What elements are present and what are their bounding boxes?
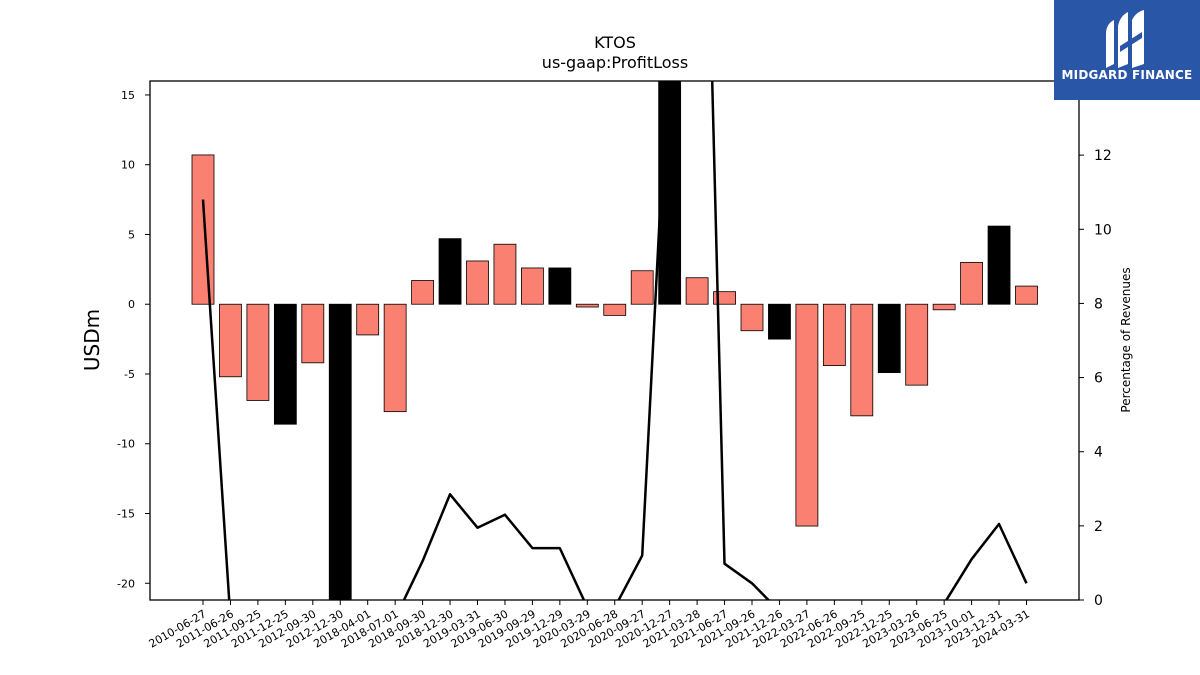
- bar-2022-12-25: [877, 303, 901, 373]
- bar-2024-03-31: [1015, 285, 1038, 305]
- y2-tick-label: 12: [1094, 148, 1112, 164]
- bar-2021-03-28: [685, 277, 709, 305]
- y2-tick-label: 8: [1094, 296, 1103, 312]
- bar-2019-12-29: [548, 267, 572, 305]
- bar-2023-06-25: [932, 303, 956, 311]
- y-left-axis: 15 10 5 0 -5 -10 -15 -20: [117, 89, 150, 590]
- y-tick-label: -10: [117, 438, 135, 451]
- bar-2019-06-30: [493, 243, 517, 305]
- midgard-logo-icon: [1106, 10, 1144, 68]
- bar-2023-10-01: [960, 261, 983, 305]
- bar-2021-09-26: [740, 303, 764, 332]
- y-tick-label: 5: [128, 228, 135, 241]
- logo-text: MIDGARD FINANCE: [1061, 68, 1193, 82]
- bar-2019-09-29: [521, 267, 544, 305]
- y-tick-label: -20: [117, 577, 135, 590]
- bar-2018-12-30: [438, 238, 462, 305]
- y-tick-label: -5: [124, 368, 135, 381]
- bar-2020-06-28: [603, 303, 627, 316]
- bar-2012-12-30: [328, 303, 352, 600]
- y-axis-label: USDm: [80, 309, 104, 371]
- bar-2018-07-01: [383, 303, 407, 413]
- bar-2022-06-26: [822, 303, 846, 367]
- y2-tick-label: 4: [1094, 445, 1103, 461]
- chart-title: KTOS: [594, 33, 636, 52]
- y2-tick-label: 2: [1094, 519, 1103, 535]
- bar-2021-12-26: [768, 303, 791, 340]
- y2-axis-label: Percentage of Revenues: [1119, 267, 1133, 412]
- bar-2011-12-25: [273, 303, 297, 425]
- bar-2018-09-30: [411, 280, 435, 305]
- bar-2011-09-25: [246, 303, 270, 401]
- y2-tick-label: 6: [1094, 371, 1103, 387]
- bar-2011-06-26: [219, 303, 242, 378]
- y-tick-label: -15: [117, 508, 135, 521]
- y-tick-label: 0: [128, 298, 135, 311]
- bar-2022-09-25: [850, 303, 874, 417]
- midgard-finance-logo: MIDGARD FINANCE: [1054, 0, 1200, 100]
- bar-2018-04-01: [356, 303, 380, 336]
- bar-2023-12-31: [987, 225, 1011, 305]
- bar-2012-09-30: [301, 303, 325, 364]
- bar-2020-03-29: [575, 303, 599, 308]
- y2-tick-label: 10: [1094, 222, 1112, 238]
- y-tick-label: 10: [121, 159, 135, 172]
- bar-2023-03-26: [905, 303, 929, 386]
- y-tick-label: 15: [121, 89, 135, 102]
- chart-subtitle: us-gaap:ProfitLoss: [542, 53, 688, 72]
- y2-tick-label: 0: [1094, 593, 1103, 609]
- y-right-axis: 02468101214: [1079, 74, 1112, 609]
- bars-layer: [191, 81, 1038, 600]
- bar-2020-09-27: [630, 270, 654, 305]
- bar-2019-03-31: [466, 260, 489, 305]
- bar-2022-03-27: [795, 303, 819, 527]
- bar-2010-06-27: [191, 154, 215, 305]
- x-axis: 2010-06-272011-06-262011-09-252011-12-25…: [147, 600, 1032, 651]
